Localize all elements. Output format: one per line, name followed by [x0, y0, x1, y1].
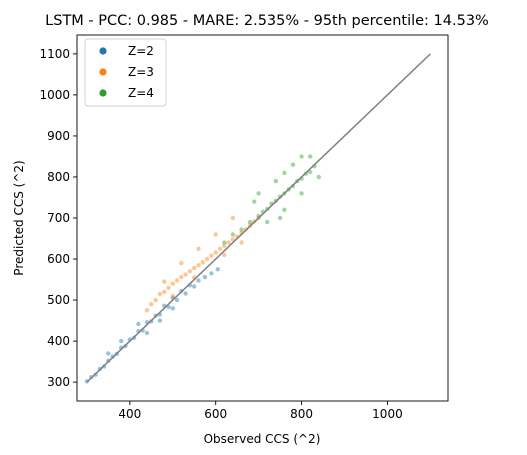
point-z4-21 [290, 162, 296, 167]
point-z4-24 [282, 207, 287, 212]
y-tick-label-1000: 1000 [39, 88, 70, 102]
x-tick-label-1000: 1000 [372, 407, 403, 421]
point-z3-18 [222, 243, 227, 249]
point-z2-28 [209, 271, 214, 276]
point-z2-35 [170, 306, 175, 311]
point-z3-9 [183, 272, 188, 277]
point-z3-16 [213, 250, 218, 255]
point-z3-7 [174, 278, 180, 283]
point-z2-27 [202, 274, 208, 280]
point-z3-31 [230, 215, 236, 221]
point-z2-26 [196, 278, 201, 283]
point-z3-1 [149, 302, 154, 307]
point-z4-18 [256, 191, 261, 196]
point-z3-6 [170, 281, 175, 286]
point-z2-21 [174, 297, 180, 303]
legend-marker-z3 [99, 68, 107, 76]
y-tick-label-500: 500 [47, 293, 70, 307]
point-z3-27 [162, 279, 167, 284]
point-z3-11 [192, 265, 197, 271]
point-z4-26 [316, 174, 321, 180]
x-tick-label-400: 400 [118, 407, 141, 421]
point-z3-32 [170, 293, 175, 299]
point-z3-3 [157, 291, 163, 297]
point-z4-0 [222, 240, 227, 245]
y-tick-label-300: 300 [47, 375, 70, 389]
point-z3-17 [217, 246, 223, 251]
y-axis-label: Predicted CCS (^2) [12, 160, 26, 275]
point-z2-31 [119, 338, 124, 344]
legend-label-z2: Z=2 [128, 44, 154, 58]
x-axis-ticks: 400 600 800 1000 [118, 401, 403, 421]
point-z4-23 [265, 219, 270, 225]
y-tick-label-600: 600 [47, 252, 70, 266]
reference-line-layer [86, 53, 431, 383]
y-axis-ticks: 300 400 500 600 700 800 900 1000 1100 [39, 47, 77, 389]
point-z3-19 [226, 240, 231, 245]
point-z2-29 [215, 267, 220, 272]
point-z4-22 [299, 154, 304, 159]
point-z4-2 [239, 227, 244, 232]
point-z3-14 [204, 256, 210, 262]
point-z3-30 [213, 232, 218, 237]
point-z2-25 [192, 284, 197, 289]
point-z2-34 [157, 318, 163, 323]
point-z3-5 [166, 285, 171, 290]
legend-marker-z2 [99, 47, 107, 55]
point-z3-0 [144, 308, 150, 313]
point-z4-20 [282, 170, 287, 176]
point-z3-2 [153, 297, 158, 303]
point-z4-3 [247, 219, 253, 225]
point-z3-28 [179, 260, 184, 266]
legend: Z=2 Z=3 Z=4 [84, 38, 167, 107]
point-z3-20 [230, 237, 236, 242]
point-z4-27 [252, 199, 257, 204]
point-z2-33 [144, 330, 150, 336]
legend-label-z4: Z=4 [128, 86, 154, 100]
point-z3-12 [196, 263, 201, 268]
y-tick-label-400: 400 [47, 334, 70, 348]
point-z3-4 [162, 289, 167, 295]
point-z4-16 [308, 169, 313, 175]
chart-title: LSTM - PCC: 0.985 - MARE: 2.535% - 95th … [45, 13, 489, 29]
y-tick-label-900: 900 [47, 129, 70, 143]
y-tick-label-800: 800 [47, 170, 70, 184]
point-z3-10 [187, 269, 193, 274]
point-z2-32 [136, 321, 141, 327]
legend-label-z3: Z=3 [128, 65, 154, 79]
x-tick-label-800: 800 [290, 407, 313, 421]
point-z2-30 [106, 351, 111, 356]
point-z4-19 [273, 178, 278, 184]
points-layer [84, 154, 321, 384]
x-axis-label: Observed CCS (^2) [204, 432, 321, 446]
point-z4-28 [277, 215, 283, 221]
point-z3-35 [239, 240, 244, 245]
point-z4-25 [299, 191, 304, 196]
point-z3-13 [200, 260, 205, 265]
y-tick-label-700: 700 [47, 211, 70, 225]
point-z3-8 [179, 274, 184, 280]
legend-marker-z4 [99, 89, 107, 97]
x-tick-label-600: 600 [204, 407, 227, 421]
point-z4-29 [308, 154, 313, 159]
legend-frame [84, 38, 167, 107]
point-z4-1 [230, 232, 236, 237]
point-z3-29 [196, 246, 201, 251]
point-z3-15 [209, 253, 214, 258]
y-tick-label-1100: 1100 [39, 47, 70, 61]
identity-line [86, 53, 431, 383]
point-z2-23 [183, 291, 188, 296]
point-z3-34 [222, 252, 227, 258]
